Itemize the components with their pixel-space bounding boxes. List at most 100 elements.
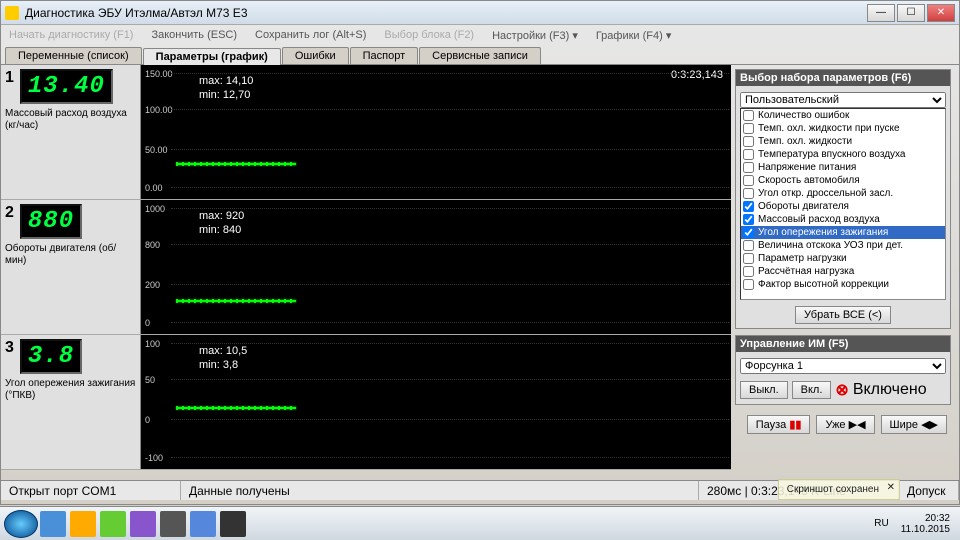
menu-start: Начать диагностику (F1)	[9, 29, 133, 41]
checklist-item[interactable]: Фактор высотной коррекции	[741, 278, 945, 291]
taskbar-icon[interactable]	[130, 511, 156, 537]
checklist-item[interactable]: Величина отскока УОЗ при дет.	[741, 239, 945, 252]
param-label: Обороты двигателя (об/мин)	[5, 243, 136, 267]
menu-block: Выбор блока (F2)	[384, 29, 474, 41]
checklist-checkbox[interactable]	[743, 214, 754, 225]
taskbar-icon[interactable]	[220, 511, 246, 537]
checklist-item[interactable]: Напряжение питания	[741, 161, 945, 174]
im-stop-icon[interactable]: ⊗	[835, 380, 848, 400]
tab-passport[interactable]: Паспорт	[350, 47, 419, 64]
taskbar[interactable]: RU 20:3211.10.2015	[0, 506, 960, 540]
checklist-item[interactable]: Скорость автомобиля	[741, 174, 945, 187]
param-index: 1	[5, 69, 14, 87]
menu-settings[interactable]: Настройки (F3) ▾	[492, 29, 578, 42]
checklist-checkbox[interactable]	[743, 266, 754, 277]
im-off-button[interactable]: Выкл.	[740, 381, 788, 399]
app-window: Диагностика ЭБУ Итэлма/Автэл М73 E3 — ☐ …	[0, 0, 960, 505]
checklist-checkbox[interactable]	[743, 227, 754, 238]
tab-params-graph[interactable]: Параметры (график)	[143, 48, 281, 65]
minimize-button[interactable]: —	[867, 4, 895, 22]
param-lcd: 13.40	[20, 69, 113, 104]
wide-button[interactable]: Шире ◀▶	[881, 415, 947, 434]
paramset-title: Выбор набора параметров (F6)	[736, 70, 950, 86]
chart-min: min: 3,8	[199, 359, 238, 371]
checklist-checkbox[interactable]	[743, 149, 754, 160]
checklist-checkbox[interactable]	[743, 175, 754, 186]
narrow-button[interactable]: Уже ▶◀	[816, 415, 874, 434]
taskbar-icon[interactable]	[160, 511, 186, 537]
checklist-label: Рассчётная нагрузка	[758, 266, 854, 277]
chart-area[interactable]: 0:3:23,143 max: 14,10 min: 12,70 150.00 …	[141, 65, 731, 199]
param-label: Массовый расход воздуха (кг/час)	[5, 108, 136, 132]
checklist-item[interactable]: Темп. охл. жидкости при пуске	[741, 122, 945, 135]
checklist-checkbox[interactable]	[743, 201, 754, 212]
checklist-label: Фактор высотной коррекции	[758, 279, 889, 290]
im-on-button[interactable]: Вкл.	[792, 381, 832, 399]
checklist-checkbox[interactable]	[743, 123, 754, 134]
checklist-item[interactable]: Угол опережения зажигания	[741, 226, 945, 239]
chart-min: min: 840	[199, 224, 241, 236]
tab-variables[interactable]: Переменные (список)	[5, 47, 142, 64]
taskbar-icon[interactable]	[190, 511, 216, 537]
checklist-item[interactable]: Рассчётная нагрузка	[741, 265, 945, 278]
paramset-checklist[interactable]: Количество ошибокТемп. охл. жидкости при…	[740, 108, 946, 300]
taskbar-icon[interactable]	[70, 511, 96, 537]
checklist-item[interactable]: Массовый расход воздуха	[741, 213, 945, 226]
im-status: Включено	[853, 381, 927, 399]
param-lcd: 880	[20, 204, 82, 239]
checklist-label: Количество ошибок	[758, 110, 849, 121]
checklist-item[interactable]: Количество ошибок	[741, 109, 945, 122]
chart-area[interactable]: max: 10,5 min: 3,8 100 50 0 -100	[141, 335, 731, 469]
checklist-label: Параметр нагрузки	[758, 253, 847, 264]
checklist-item[interactable]: Параметр нагрузки	[741, 252, 945, 265]
paramset-panel: Выбор набора параметров (F6) Пользовател…	[735, 69, 951, 329]
chart-row: 3 3.8 Угол опережения зажигания (°ПКВ) m…	[1, 335, 731, 470]
param-cell: 2 880 Обороты двигателя (об/мин)	[1, 200, 141, 334]
checklist-item[interactable]: Температура впускного воздуха	[741, 148, 945, 161]
status-port: Открыт порт COM1	[1, 481, 181, 500]
param-index: 3	[5, 339, 14, 357]
checklist-item[interactable]: Обороты двигателя	[741, 200, 945, 213]
param-lcd: 3.8	[20, 339, 82, 374]
tab-errors[interactable]: Ошибки	[282, 47, 349, 64]
checklist-checkbox[interactable]	[743, 240, 754, 251]
checklist-label: Темп. охл. жидкости	[758, 136, 852, 147]
checklist-checkbox[interactable]	[743, 253, 754, 264]
menu-graphs[interactable]: Графики (F4) ▾	[596, 29, 672, 42]
app-icon	[5, 6, 19, 20]
im-select[interactable]: Форсунка 1	[740, 358, 946, 374]
taskbar-icon[interactable]	[100, 511, 126, 537]
tab-service[interactable]: Сервисные записи	[419, 47, 541, 64]
checklist-label: Напряжение питания	[758, 162, 856, 173]
tray-clock[interactable]: 20:3211.10.2015	[895, 513, 956, 535]
close-button[interactable]: ✕	[927, 4, 955, 22]
screenshot-tooltip: ✕ Скриншот сохранен	[778, 479, 900, 500]
start-orb[interactable]	[4, 510, 38, 538]
chart-max: max: 14,10	[199, 75, 253, 87]
menu-savelog[interactable]: Сохранить лог (Alt+S)	[255, 29, 366, 41]
clear-all-button[interactable]: Убрать ВСЕ (<)	[795, 306, 891, 324]
chart-area[interactable]: max: 920 min: 840 1000 800 200 0	[141, 200, 731, 334]
window-title: Диагностика ЭБУ Итэлма/Автэл М73 E3	[25, 6, 248, 20]
checklist-checkbox[interactable]	[743, 188, 754, 199]
chart-max: max: 10,5	[199, 345, 247, 357]
charts-column: 1 13.40 Массовый расход воздуха (кг/час)…	[1, 65, 731, 480]
checklist-label: Массовый расход воздуха	[758, 214, 880, 225]
paramset-select[interactable]: Пользовательский	[740, 92, 946, 108]
pause-button[interactable]: Пауза ▮▮	[747, 415, 811, 434]
maximize-button[interactable]: ☐	[897, 4, 925, 22]
param-label: Угол опережения зажигания (°ПКВ)	[5, 378, 136, 402]
checklist-checkbox[interactable]	[743, 162, 754, 173]
taskbar-icon[interactable]	[40, 511, 66, 537]
checklist-checkbox[interactable]	[743, 110, 754, 121]
checklist-label: Угол откр. дроссельной засл.	[758, 188, 893, 199]
checklist-item[interactable]: Темп. охл. жидкости	[741, 135, 945, 148]
tooltip-close-icon[interactable]: ✕	[887, 482, 895, 493]
titlebar[interactable]: Диагностика ЭБУ Итэлма/Автэл М73 E3 — ☐ …	[1, 1, 959, 25]
checklist-item[interactable]: Угол откр. дроссельной засл.	[741, 187, 945, 200]
tray-lang[interactable]: RU	[874, 518, 888, 529]
checklist-checkbox[interactable]	[743, 136, 754, 147]
checklist-checkbox[interactable]	[743, 279, 754, 290]
chart-trace	[176, 300, 296, 302]
menu-finish[interactable]: Закончить (ESC)	[151, 29, 237, 41]
